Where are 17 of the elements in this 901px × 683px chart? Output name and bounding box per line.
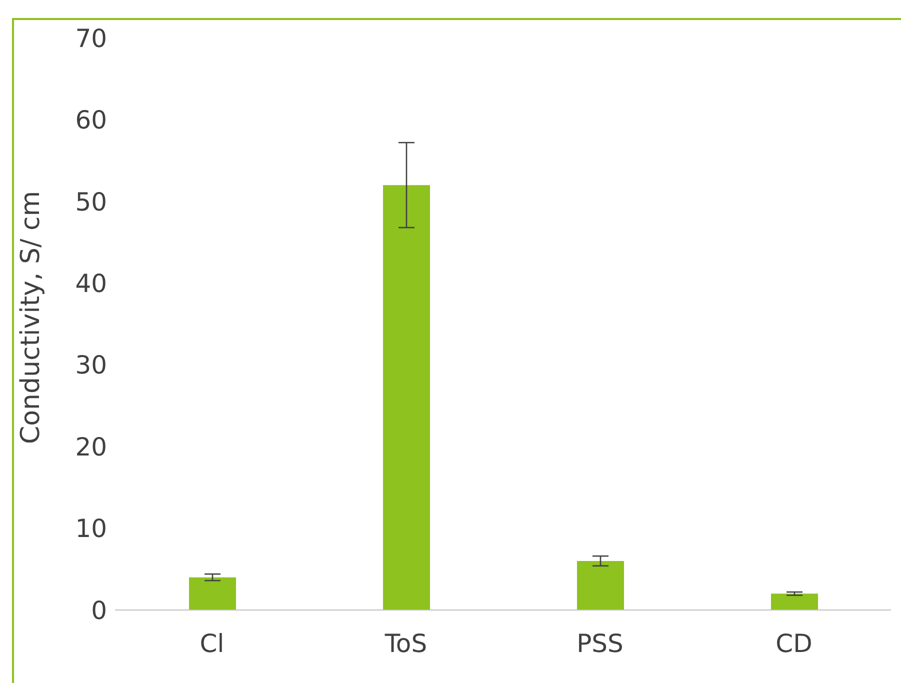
- y-tick-label: 60: [75, 106, 107, 135]
- x-tick-label: PSS: [576, 628, 624, 658]
- bar: [383, 185, 430, 610]
- x-tick-label: CD: [776, 628, 812, 658]
- y-tick-label: 10: [75, 514, 107, 544]
- x-tick-label: ToS: [384, 628, 428, 658]
- y-tick-label: 70: [75, 24, 107, 53]
- y-tick-label: 50: [75, 187, 107, 216]
- bar: [577, 560, 624, 610]
- y-tick-label: 20: [75, 432, 107, 462]
- y-tick-label: 40: [75, 269, 107, 298]
- y-axis-title: Conductivity, S/ cm: [16, 190, 46, 444]
- bar: [771, 594, 818, 610]
- y-tick-label: 0: [91, 596, 107, 625]
- bar: [189, 577, 236, 610]
- x-tick-label: Cl: [200, 628, 224, 658]
- y-tick-label: 30: [75, 350, 107, 380]
